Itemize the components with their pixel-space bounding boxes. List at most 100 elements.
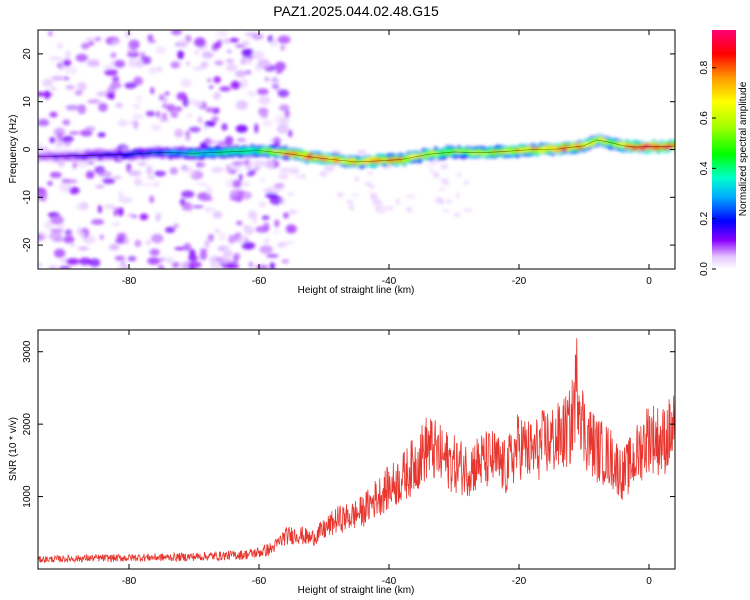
- noise-blob: [180, 78, 192, 88]
- noise-blob: [236, 220, 243, 226]
- snr-y-axis: 1000 2000 3000: [22, 340, 675, 508]
- noise-blob: [370, 194, 378, 201]
- noise-blob: [228, 234, 236, 244]
- noise-blob: [230, 80, 242, 90]
- noise-blob: [372, 199, 383, 206]
- colorbar-gradient: [712, 30, 736, 269]
- noise-blob: [300, 173, 306, 179]
- noise-blob: [62, 76, 70, 81]
- noise-blob: [49, 171, 62, 179]
- noise-blob: [222, 38, 231, 44]
- spectrogram-blobs: [38, 30, 675, 269]
- noise-blob: [56, 42, 64, 49]
- noise-blob: [63, 58, 72, 67]
- noise-blob: [357, 149, 367, 156]
- noise-blob: [226, 63, 238, 72]
- noise-blob: [126, 163, 132, 173]
- noise-blob: [199, 251, 208, 261]
- ridge-blob: [193, 153, 203, 156]
- noise-blob: [146, 165, 153, 176]
- noise-blob: [114, 59, 126, 68]
- noise-blob: [157, 66, 163, 72]
- noise-blob: [75, 53, 88, 63]
- noise-blob: [251, 50, 265, 60]
- noise-blob: [111, 40, 121, 45]
- noise-blob: [151, 233, 164, 244]
- y-tick-label: 10: [22, 96, 33, 108]
- noise-blob: [274, 61, 286, 72]
- noise-blob: [169, 167, 178, 175]
- noise-blob: [378, 210, 388, 213]
- x-tick-label: 0: [646, 576, 652, 587]
- noise-blob: [170, 111, 179, 118]
- noise-blob: [277, 35, 291, 44]
- noise-blob: [203, 124, 208, 130]
- noise-blob: [233, 253, 239, 264]
- noise-blob: [50, 215, 64, 225]
- noise-blob: [257, 59, 271, 69]
- x-tick-label: -80: [122, 276, 137, 287]
- noise-blob: [457, 172, 461, 178]
- y-tick-label: 1000: [22, 485, 33, 508]
- noise-blob: [186, 61, 190, 66]
- noise-blob: [280, 44, 286, 51]
- noise-blob: [205, 107, 214, 113]
- noise-blob: [142, 56, 152, 65]
- noise-blob: [171, 261, 180, 268]
- noise-blob: [188, 126, 201, 133]
- noise-blob: [278, 104, 290, 112]
- y-tick-label: -10: [22, 190, 33, 205]
- noise-blob: [166, 104, 176, 112]
- noise-blob: [259, 245, 273, 254]
- x-tick-label: 0: [646, 276, 652, 287]
- noise-blob: [66, 258, 80, 265]
- noise-blob: [204, 207, 210, 213]
- y-tick-label: 2000: [22, 413, 33, 436]
- noise-blob: [197, 116, 203, 124]
- noise-blob: [212, 211, 223, 219]
- noise-blob: [225, 59, 235, 63]
- noise-blob: [182, 97, 190, 107]
- noise-blob: [135, 95, 142, 102]
- noise-blob: [88, 40, 95, 46]
- noise-blob: [174, 106, 183, 112]
- noise-blob: [116, 232, 127, 240]
- noise-blob: [269, 137, 283, 143]
- noise-blob: [124, 237, 130, 245]
- noise-blob: [221, 257, 232, 264]
- noise-blob: [246, 173, 253, 177]
- noise-blob: [87, 160, 95, 165]
- noise-blob: [192, 100, 204, 108]
- noise-blob: [149, 66, 158, 75]
- noise-blob: [56, 132, 64, 141]
- noise-blob: [64, 229, 73, 236]
- noise-blob: [72, 161, 77, 169]
- noise-blob: [214, 60, 224, 66]
- snr-y-label: SNR (10 * v/v): [8, 417, 19, 481]
- noise-blob: [194, 37, 206, 48]
- noise-blob: [174, 247, 186, 251]
- noise-blob: [225, 263, 240, 269]
- noise-blob: [159, 118, 170, 122]
- colorbar-tick-label: 0.0: [699, 262, 710, 276]
- noise-blob: [57, 60, 65, 71]
- noise-blob: [236, 100, 248, 111]
- noise-blob: [65, 64, 72, 75]
- noise-blob: [141, 183, 154, 187]
- noise-blob: [46, 76, 51, 85]
- noise-blob: [277, 89, 290, 98]
- noise-blob: [219, 86, 231, 92]
- noise-blob: [269, 262, 275, 269]
- noise-blob: [261, 215, 270, 221]
- noise-blob: [288, 129, 293, 138]
- noise-blob: [132, 103, 141, 109]
- noise-blob: [120, 257, 126, 267]
- ridge-blob: [349, 161, 358, 165]
- noise-blob: [194, 50, 199, 55]
- noise-blob: [172, 223, 180, 229]
- noise-blob: [265, 159, 275, 170]
- spectrogram-x-label: Height of straight line (km): [298, 285, 415, 296]
- noise-blob: [256, 88, 269, 96]
- noise-blob: [200, 61, 209, 69]
